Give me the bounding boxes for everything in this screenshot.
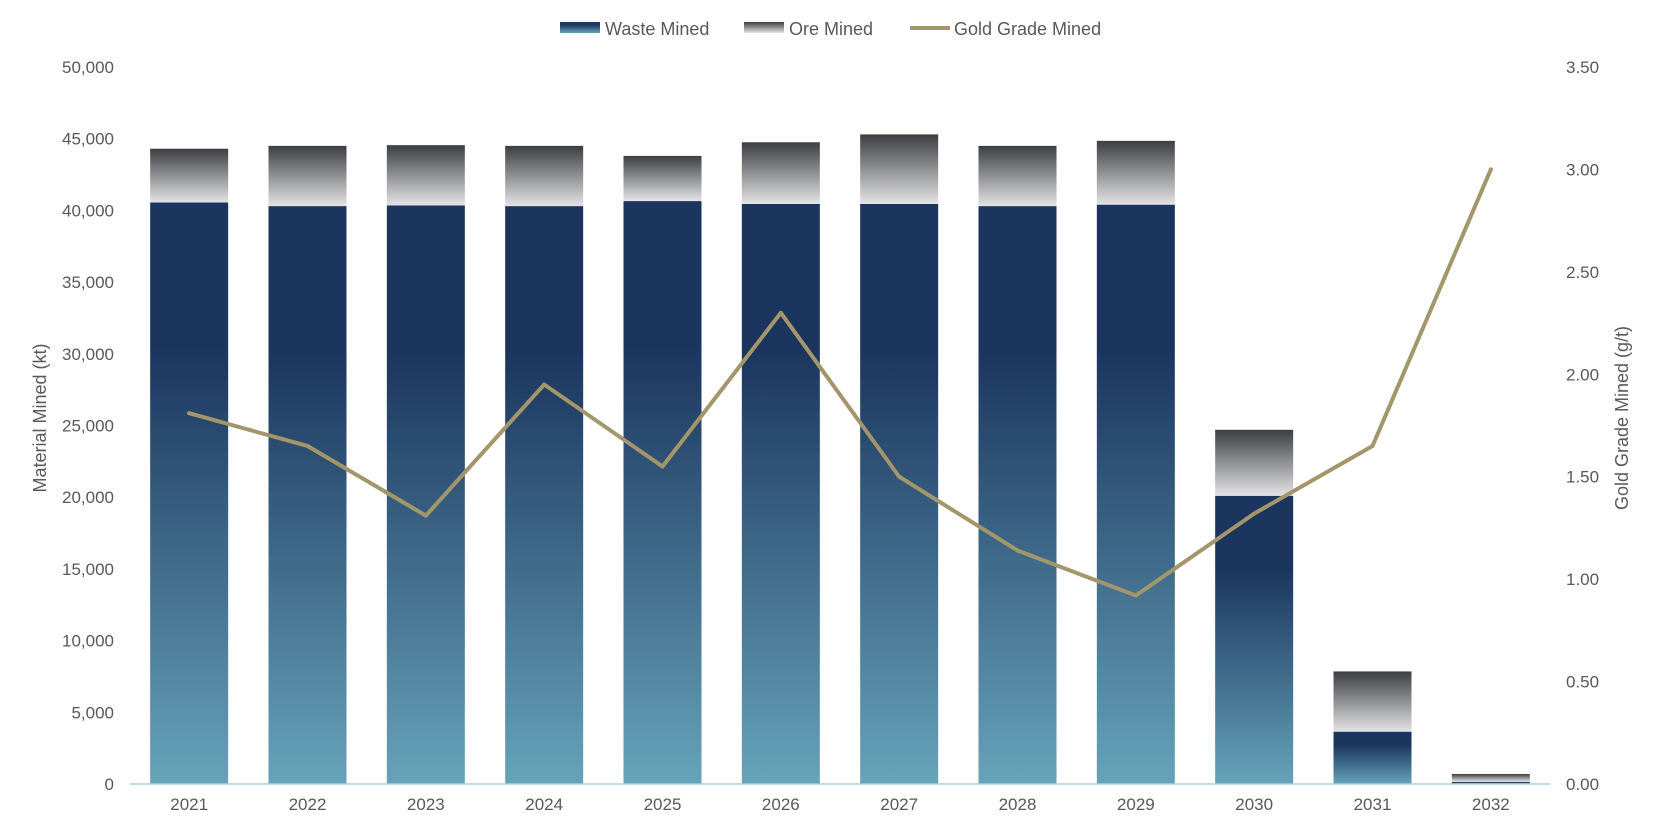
grade-point-2032[interactable] bbox=[1488, 167, 1493, 172]
bar-waste-2029[interactable] bbox=[1096, 204, 1175, 784]
y2-axis-ticks: 0.00 0.50 1.00 1.50 2.00 2.50 3.00 3.50 bbox=[1566, 58, 1599, 794]
bar-waste-2021[interactable] bbox=[150, 202, 229, 784]
y2-tick-label: 0.50 bbox=[1566, 673, 1599, 692]
legend-swatch-ore bbox=[744, 22, 784, 33]
grade-point-2023[interactable] bbox=[423, 513, 428, 518]
y2-axis-title: Gold Grade Mined (g/t) bbox=[1612, 326, 1632, 510]
bar-ore-2030[interactable] bbox=[1215, 429, 1294, 496]
y2-tick-label: 1.00 bbox=[1566, 570, 1599, 589]
grade-point-2030[interactable] bbox=[1252, 511, 1257, 516]
bar-waste-2032[interactable] bbox=[1451, 781, 1530, 784]
y-tick-label: 25,000 bbox=[62, 417, 114, 436]
y2-tick-label: 2.00 bbox=[1566, 365, 1599, 384]
bar-ore-2023[interactable] bbox=[386, 145, 465, 206]
legend-item-waste[interactable]: Waste Mined bbox=[560, 19, 709, 39]
x-tick-label: 2022 bbox=[289, 795, 327, 814]
bar-ore-2026[interactable] bbox=[741, 142, 820, 204]
x-tick-label: 2030 bbox=[1235, 795, 1273, 814]
x-tick-label: 2027 bbox=[880, 795, 918, 814]
bar-waste-2022[interactable] bbox=[268, 206, 347, 784]
y2-tick-label: 1.50 bbox=[1566, 468, 1599, 487]
x-tick-label: 2025 bbox=[644, 795, 682, 814]
y-tick-label: 10,000 bbox=[62, 632, 114, 651]
y-axis-title: Material Mined (kt) bbox=[30, 343, 50, 492]
legend-swatch-waste bbox=[560, 22, 600, 33]
bars bbox=[150, 134, 1530, 785]
legend-label-ore: Ore Mined bbox=[789, 19, 873, 39]
x-tick-label: 2023 bbox=[407, 795, 445, 814]
grade-point-2026[interactable] bbox=[778, 310, 783, 315]
x-tick-label: 2031 bbox=[1354, 795, 1392, 814]
grade-series-line[interactable] bbox=[187, 167, 1493, 598]
bar-ore-2027[interactable] bbox=[860, 134, 939, 204]
y-tick-label: 30,000 bbox=[62, 345, 114, 364]
y2-tick-label: 3.50 bbox=[1566, 58, 1599, 77]
bar-ore-2025[interactable] bbox=[623, 155, 702, 202]
x-tick-label: 2026 bbox=[762, 795, 800, 814]
x-tick-label: 2021 bbox=[170, 795, 208, 814]
grade-point-2021[interactable] bbox=[187, 411, 192, 416]
bar-waste-2026[interactable] bbox=[741, 203, 820, 784]
grade-point-2031[interactable] bbox=[1370, 443, 1375, 448]
grade-point-2025[interactable] bbox=[660, 464, 665, 469]
y-tick-label: 40,000 bbox=[62, 201, 114, 220]
grade-line bbox=[187, 167, 1493, 598]
y2-tick-label: 2.50 bbox=[1566, 263, 1599, 282]
x-tick-label: 2029 bbox=[1117, 795, 1155, 814]
grade-point-2024[interactable] bbox=[542, 382, 547, 387]
y-tick-label: 15,000 bbox=[62, 560, 114, 579]
y-tick-label: 50,000 bbox=[62, 58, 114, 77]
grade-point-2027[interactable] bbox=[897, 474, 902, 479]
bar-waste-2030[interactable] bbox=[1215, 495, 1294, 784]
x-tick-label: 2028 bbox=[999, 795, 1037, 814]
bar-ore-2029[interactable] bbox=[1096, 140, 1175, 205]
y2-tick-label: 3.00 bbox=[1566, 160, 1599, 179]
bar-ore-2021[interactable] bbox=[150, 148, 229, 203]
bar-ore-2028[interactable] bbox=[978, 145, 1057, 207]
bar-ore-2024[interactable] bbox=[505, 145, 584, 207]
y-axis-ticks: 0 5,000 10,000 15,000 20,000 25,000 30,000 35,0… bbox=[62, 58, 114, 794]
y-tick-label: 45,000 bbox=[62, 130, 114, 149]
grade-point-2029[interactable] bbox=[1133, 593, 1138, 598]
grade-point-2028[interactable] bbox=[1015, 548, 1020, 553]
bar-waste-2028[interactable] bbox=[978, 206, 1057, 784]
x-tick-label: 2032 bbox=[1472, 795, 1510, 814]
y-tick-label: 20,000 bbox=[62, 488, 114, 507]
bar-ore-2022[interactable] bbox=[268, 145, 347, 207]
y-tick-label: 5,000 bbox=[71, 703, 114, 722]
bar-waste-2025[interactable] bbox=[623, 201, 702, 785]
legend-label-grade: Gold Grade Mined bbox=[954, 19, 1101, 39]
legend: Waste Mined Ore Mined Gold Grade Mined bbox=[560, 19, 1101, 39]
x-tick-label: 2024 bbox=[525, 795, 563, 814]
y-tick-label: 35,000 bbox=[62, 273, 114, 292]
bar-waste-2023[interactable] bbox=[386, 205, 465, 785]
y-tick-label: 0 bbox=[105, 775, 114, 794]
bar-ore-2032[interactable] bbox=[1451, 773, 1530, 782]
legend-item-ore[interactable]: Ore Mined bbox=[744, 19, 873, 39]
bar-ore-2031[interactable] bbox=[1333, 671, 1412, 732]
legend-label-waste: Waste Mined bbox=[605, 19, 709, 39]
bar-waste-2024[interactable] bbox=[505, 206, 584, 784]
bar-waste-2031[interactable] bbox=[1333, 731, 1412, 784]
y2-tick-label: 0.00 bbox=[1566, 775, 1599, 794]
legend-item-grade[interactable]: Gold Grade Mined bbox=[910, 19, 1101, 39]
grade-point-2022[interactable] bbox=[305, 443, 310, 448]
x-axis-ticks: 2021 2022 2023 2024 2025 2026 2027 2028 2029 2030… bbox=[170, 795, 1509, 814]
